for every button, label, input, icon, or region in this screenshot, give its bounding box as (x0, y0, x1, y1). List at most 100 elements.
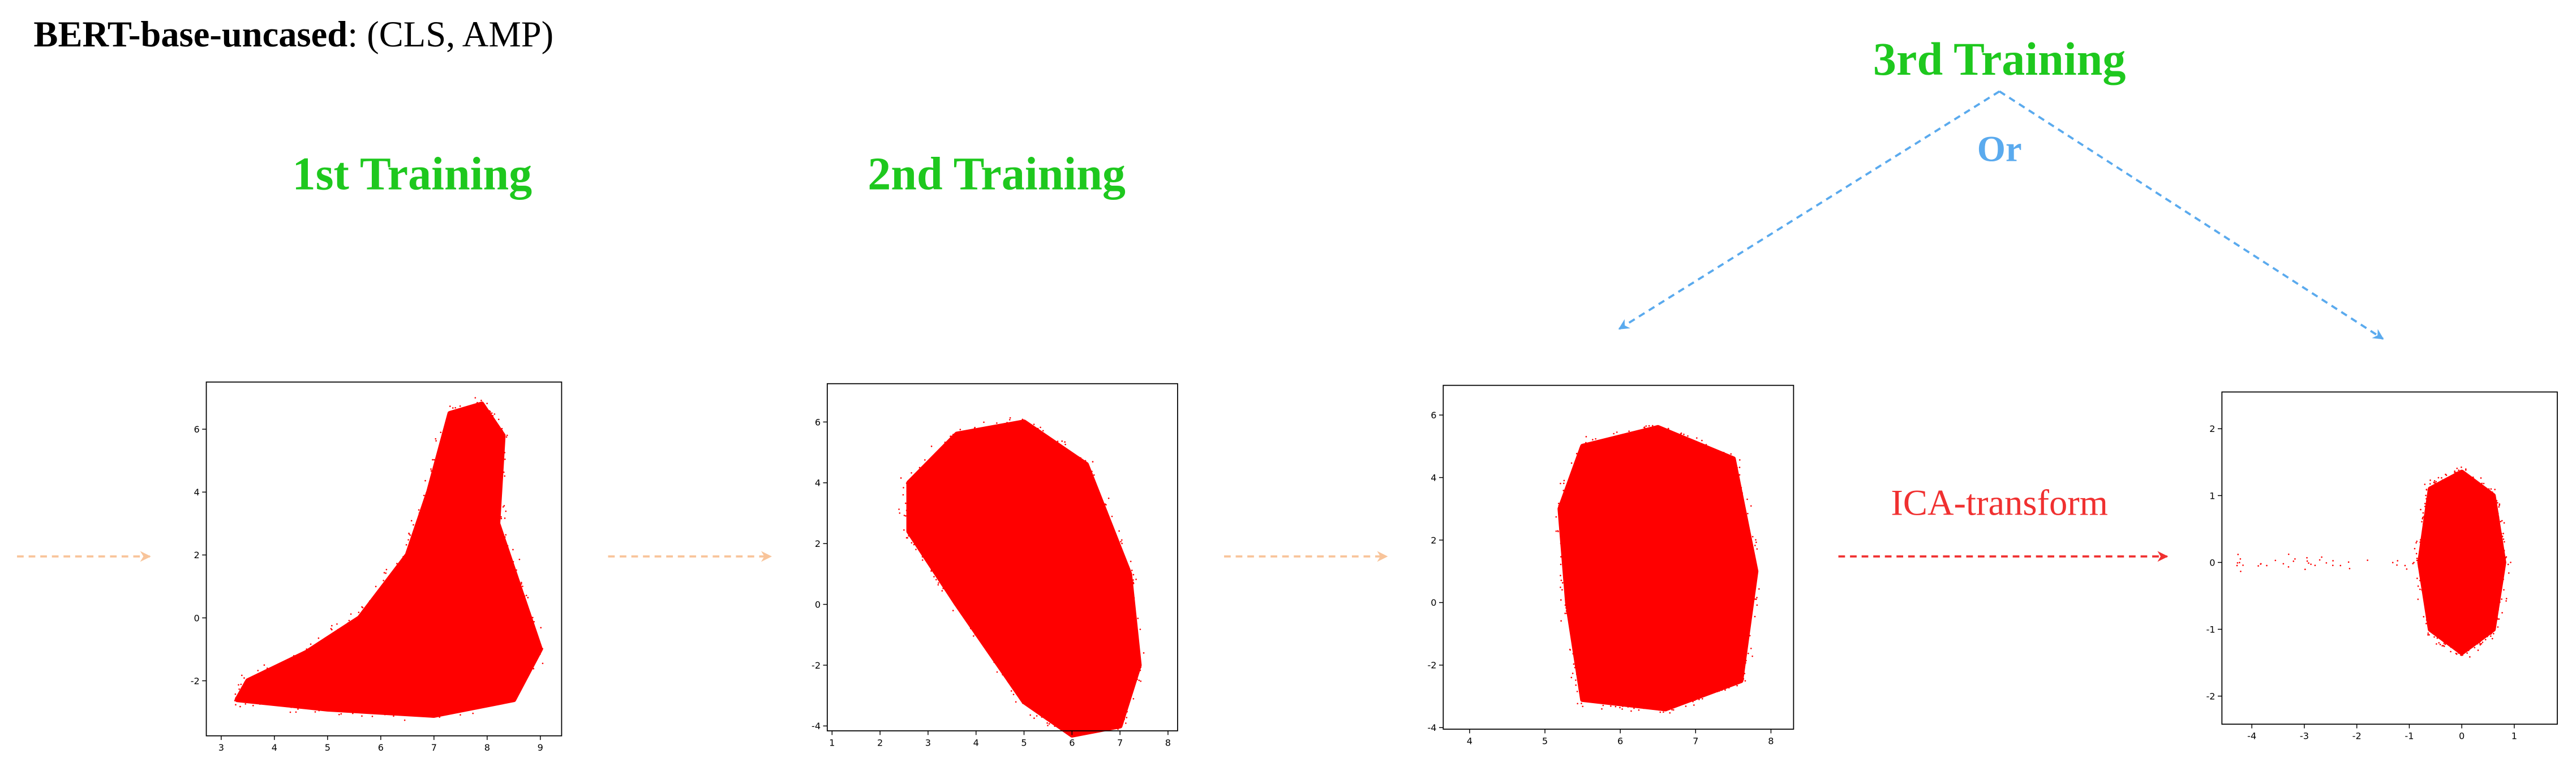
scatter-dot (520, 677, 522, 679)
scatter-dot (1042, 430, 1044, 432)
scatter-dot (969, 617, 972, 618)
scatter-dot (469, 408, 470, 410)
scatter-dot (910, 509, 912, 511)
scatter-dot (2469, 636, 2471, 639)
scatter-dot (502, 454, 504, 456)
scatter-dot (482, 409, 484, 411)
scatter-dot (470, 405, 473, 408)
scatter-dot (1037, 427, 1039, 430)
scatter-dot (907, 503, 909, 505)
scatter-dot (905, 510, 908, 511)
scatter-dot (422, 513, 424, 516)
scatter-dot (1555, 516, 1557, 518)
scatter-dot (2441, 479, 2444, 481)
x-tick-label: 5 (325, 742, 330, 753)
scatter-dot (2424, 575, 2426, 577)
scatter-dot (1113, 716, 1115, 718)
scatter-dot (410, 520, 413, 522)
scatter-dot (1048, 723, 1050, 725)
scatter-dot (1047, 440, 1050, 443)
scatter-dot (423, 494, 425, 496)
scatter-dot (526, 606, 529, 609)
scatter-dot (2459, 653, 2462, 655)
scatter-dot (2491, 637, 2493, 640)
scatter-dot (1669, 434, 1671, 435)
scatter-dot (1741, 677, 1742, 679)
scatter-dot (502, 542, 504, 545)
scatter-dot (2436, 483, 2438, 486)
scatter-dot (2424, 553, 2425, 555)
scatter-dot (2467, 476, 2470, 478)
plot-frame (205, 381, 563, 737)
scatter-dot (504, 536, 506, 538)
scatter-dot (2454, 648, 2456, 650)
scatter-dot (2504, 541, 2505, 543)
scatter-dot (2425, 606, 2427, 608)
scatter-dot (1035, 431, 1037, 433)
scatter-dot (1584, 444, 1586, 446)
scatter-dot (1628, 430, 1630, 432)
scatter-dot (488, 410, 491, 412)
scatter-dot (1739, 681, 1741, 683)
scatter-dot (500, 431, 501, 433)
scatter-dot (2484, 631, 2487, 634)
scatter-dot (1565, 577, 1567, 579)
scatter-dot (1058, 451, 1061, 453)
x-tick-label: 7 (1117, 737, 1123, 748)
scatter-dot (2495, 537, 2497, 539)
or-label: Or (1977, 129, 2022, 169)
scatter-dot (2485, 491, 2488, 493)
scatter-dot (474, 706, 476, 708)
scatter-dot (1592, 439, 1594, 440)
scatter-dot (1565, 610, 1568, 612)
scatter-dot (1104, 503, 1106, 505)
scatter-dot (336, 623, 338, 625)
scatter-dot (526, 670, 527, 672)
scatter-dot (2332, 564, 2334, 567)
scatter-dot (980, 634, 982, 636)
scatter-dot (465, 700, 467, 703)
scatter-dot (1742, 669, 1744, 671)
scatter-dot (496, 495, 499, 498)
scatter-dot (938, 576, 940, 579)
scatter-dot (1742, 679, 1744, 681)
scatter-dot (2420, 547, 2423, 550)
scatter-dot (1560, 620, 1562, 622)
scatter-dot (944, 441, 946, 443)
scatter-dot (437, 467, 440, 469)
scatter-dot (371, 716, 373, 717)
scatter-dot (1047, 725, 1049, 726)
scatter-dot (503, 544, 505, 546)
scatter-dot (1005, 426, 1007, 428)
scatter-dot (1745, 604, 1747, 606)
scatter-dot (350, 613, 352, 615)
scatter-dot (234, 693, 237, 695)
scatter-dot (950, 435, 952, 438)
scatter-dot (2430, 631, 2432, 633)
scatter-dot (1738, 459, 1741, 461)
scatter-dot (1696, 694, 1698, 696)
y-tick-label: 4 (194, 487, 200, 498)
scatter-dot (1087, 485, 1089, 487)
scatter-dot (1632, 435, 1634, 438)
scatter-dot (1575, 662, 1577, 664)
scatter-dot (2501, 558, 2503, 560)
scatter-dot (1118, 727, 1120, 729)
scatter-dot (1750, 598, 1752, 600)
scatter-dot (2458, 469, 2460, 471)
scatter-dot (1120, 718, 1122, 721)
scatter-dot (511, 574, 513, 576)
scatter-dot (2494, 489, 2496, 490)
y-tick-label: -4 (1428, 722, 1437, 733)
scatter-dot (1053, 723, 1054, 725)
scatter-dot (521, 583, 522, 585)
scatter-dot (2502, 538, 2505, 540)
scatter-dot (908, 507, 910, 510)
scatter-dot (2442, 489, 2444, 491)
scatter-dot (2502, 551, 2504, 553)
scatter-dot (529, 612, 531, 614)
scatter-dot (459, 410, 461, 413)
scatter-dot (2488, 626, 2490, 628)
scatter-dot (2426, 517, 2428, 519)
scatter-dot (1724, 689, 1726, 691)
